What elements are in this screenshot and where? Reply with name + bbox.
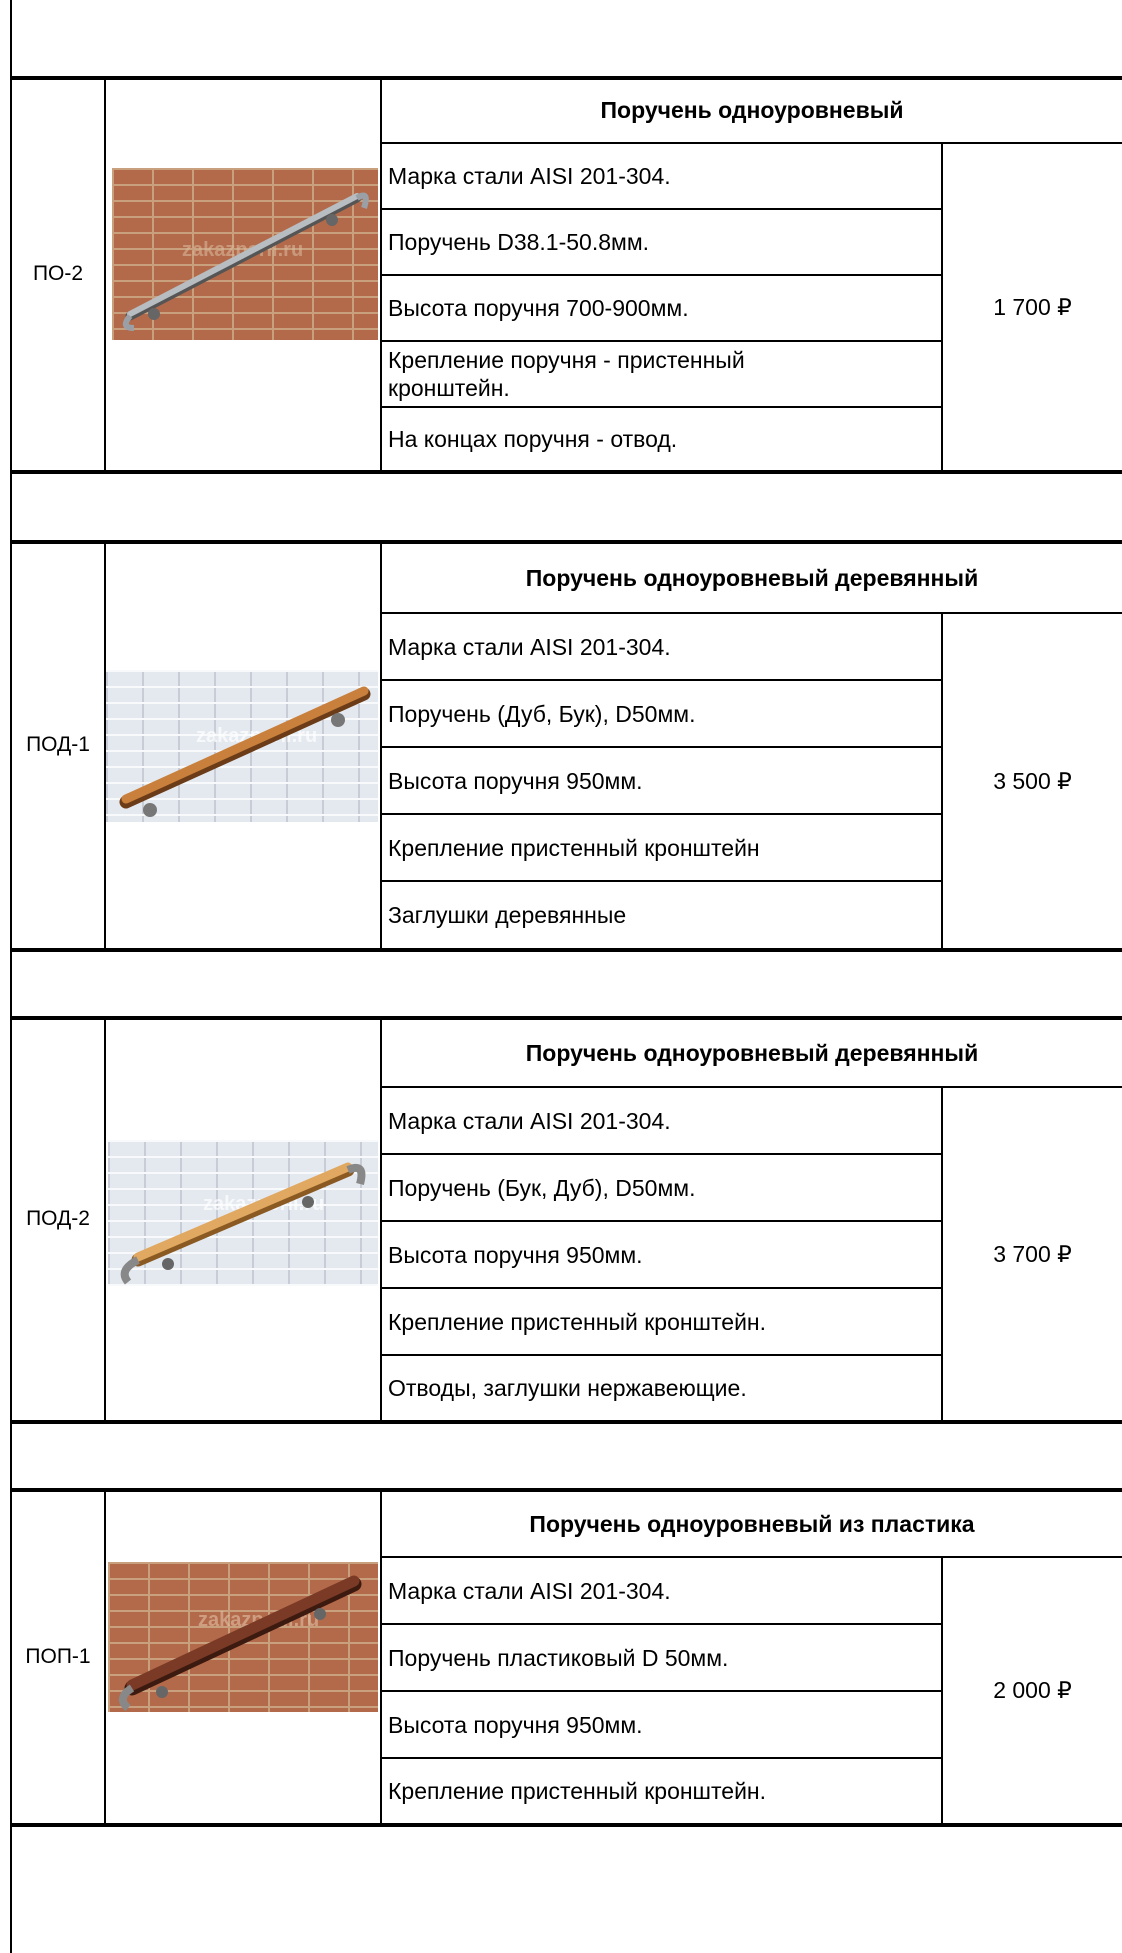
spec-row: На концах поручня - отвод. (388, 426, 678, 452)
spec-row: Поручень (Дуб, Бук), D50мм. (388, 700, 696, 727)
row-divider (380, 746, 941, 748)
product-code: ПОП-1 (25, 1644, 91, 1668)
row-divider (380, 1757, 941, 1759)
block-bottom-border (10, 1420, 1122, 1424)
row-divider (380, 1354, 941, 1356)
row-divider (380, 1556, 1122, 1558)
product-price: 3 500 ₽ (993, 767, 1072, 794)
row-divider (380, 1086, 1122, 1088)
row-divider (380, 274, 941, 276)
spec-row: Марка стали AISI 201-304. (388, 163, 671, 189)
product-code: ПО-2 (32, 262, 84, 285)
column-divider (941, 1086, 943, 1424)
spec-row: Крепление пристенный кронштейн. (388, 1308, 767, 1335)
product-price: 3 700 ₽ (993, 1240, 1072, 1267)
product-title: Поручень одноуровневый деревянный (525, 565, 979, 591)
spec-row: Высота поручня 700-900мм. (388, 295, 689, 321)
spec-row: Крепление пристенный кронштейн (388, 834, 760, 861)
spec-row: Марка стали AISI 201-304. (388, 633, 671, 660)
spec-row: Марка стали AISI 201-304. (388, 1107, 671, 1134)
product-image: zakazperil.ru (108, 1562, 378, 1712)
row-divider (380, 1623, 941, 1625)
product-image: zakazperil.ru (112, 168, 378, 340)
spec-row: Заглушки деревянные (388, 902, 627, 928)
spec-row: Поручень пластиковый D 50мм. (388, 1644, 729, 1671)
row-divider (380, 880, 941, 882)
column-divider (941, 1556, 943, 1826)
table-left-border (10, 0, 12, 1953)
row-divider (380, 340, 941, 342)
row-divider (380, 612, 1122, 614)
handrail-illustration: zakazperil.ru (120, 1162, 366, 1285)
product-image: zakazperil.ru (106, 670, 378, 822)
row-divider (380, 1220, 941, 1222)
spec-row: Отводы, заглушки нержавеющие. (388, 1375, 747, 1401)
product-image: zakazperil.ru (108, 1140, 378, 1286)
row-divider (380, 813, 941, 815)
product-price: 2 000 ₽ (993, 1677, 1072, 1703)
handrail-illustration: zakazperil.ru (119, 686, 371, 817)
product-code: ПОД-2 (26, 1207, 90, 1230)
product-price: 1 700 ₽ (993, 293, 1072, 320)
row-divider (380, 142, 1122, 144)
spec-row: Крепление поручня - пристенный кронштейн… (388, 347, 745, 401)
column-divider (104, 540, 106, 950)
row-divider (380, 679, 941, 681)
block-top-border (10, 1488, 1122, 1492)
column-divider (380, 1488, 382, 1826)
spec-row: Крепление пристенный кронштейн. (388, 1778, 767, 1804)
block-bottom-border (10, 470, 1122, 474)
column-divider (380, 540, 382, 950)
handrail-illustration: zakazperil.ru (122, 192, 369, 331)
block-top-border (10, 1016, 1122, 1020)
block-top-border (10, 540, 1122, 544)
column-divider (104, 1488, 106, 1826)
row-divider (380, 1287, 941, 1289)
spec-row: Высота поручня 950мм. (388, 1711, 643, 1738)
column-divider (941, 612, 943, 950)
block-bottom-border (10, 1823, 1122, 1827)
spec-row: Поручень (Бук, Дуб), D50мм. (388, 1174, 696, 1201)
block-bottom-border (10, 948, 1122, 952)
spec-row: Марка стали AISI 201-304. (388, 1577, 671, 1604)
row-divider (380, 1690, 941, 1692)
product-code: ПОД-1 (26, 733, 90, 756)
column-divider (104, 76, 106, 472)
product-title: Поручень одноуровневый (600, 97, 904, 123)
spec-row: Высота поручня 950мм. (388, 767, 643, 794)
product-title: Поручень одноуровневый деревянный (525, 1040, 979, 1066)
handrail-illustration: zakazperil.ru (118, 1575, 362, 1712)
column-divider (104, 1016, 106, 1424)
spec-row: Высота поручня 950мм. (388, 1241, 643, 1268)
row-divider (380, 208, 941, 210)
block-top-border (10, 76, 1122, 80)
column-divider (941, 142, 943, 472)
row-divider (380, 406, 941, 408)
spec-row: Поручень D38.1-50.8мм. (388, 229, 650, 255)
row-divider (380, 1153, 941, 1155)
product-title: Поручень одноуровневый из пластика (529, 1511, 975, 1537)
